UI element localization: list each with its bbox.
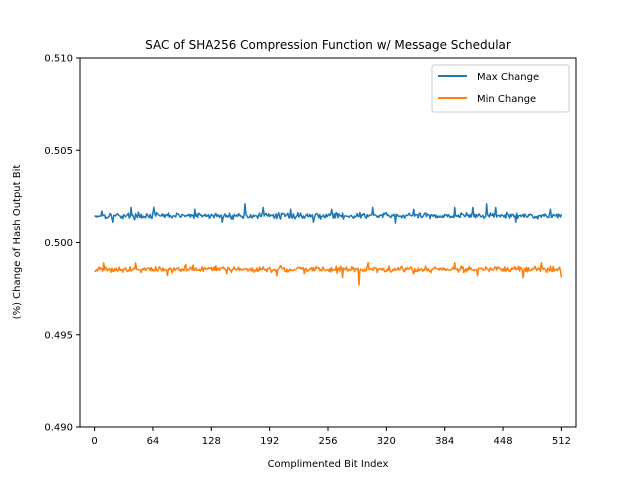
legend-label-max-change: Max Change [477, 72, 539, 83]
y-tick-label: 0.500 [44, 238, 73, 249]
y-axis: 0.490 0.495 0.500 0.505 0.510 [44, 54, 80, 434]
x-tick-label: 192 [260, 436, 279, 447]
x-tick-label: 128 [202, 436, 221, 447]
x-tick-label: 320 [377, 436, 396, 447]
chart-title: SAC of SHA256 Compression Function w/ Me… [145, 38, 511, 52]
y-tick-label: 0.505 [44, 146, 73, 157]
series-line-max-change [94, 203, 563, 224]
x-axis-label: Complimented Bit Index [268, 459, 389, 470]
plot-lines [94, 203, 563, 286]
y-tick-label: 0.490 [44, 423, 73, 434]
x-tick-label: 512 [552, 436, 571, 447]
x-tick-label: 384 [435, 436, 454, 447]
legend: Max Change Min Change [431, 64, 570, 113]
legend-label-min-change: Min Change [477, 94, 536, 105]
series-line-min-change [94, 262, 563, 286]
x-tick-label: 0 [91, 436, 97, 447]
y-axis-label: (%) Change of Hash Output Bit [12, 165, 23, 320]
x-tick-label: 64 [147, 436, 160, 447]
x-tick-label: 256 [318, 436, 337, 447]
y-tick-label: 0.510 [44, 54, 73, 65]
y-tick-label: 0.495 [44, 330, 73, 341]
x-tick-label: 448 [494, 436, 513, 447]
x-axis: 0 64 128 192 256 320 384 448 512 [91, 427, 571, 447]
